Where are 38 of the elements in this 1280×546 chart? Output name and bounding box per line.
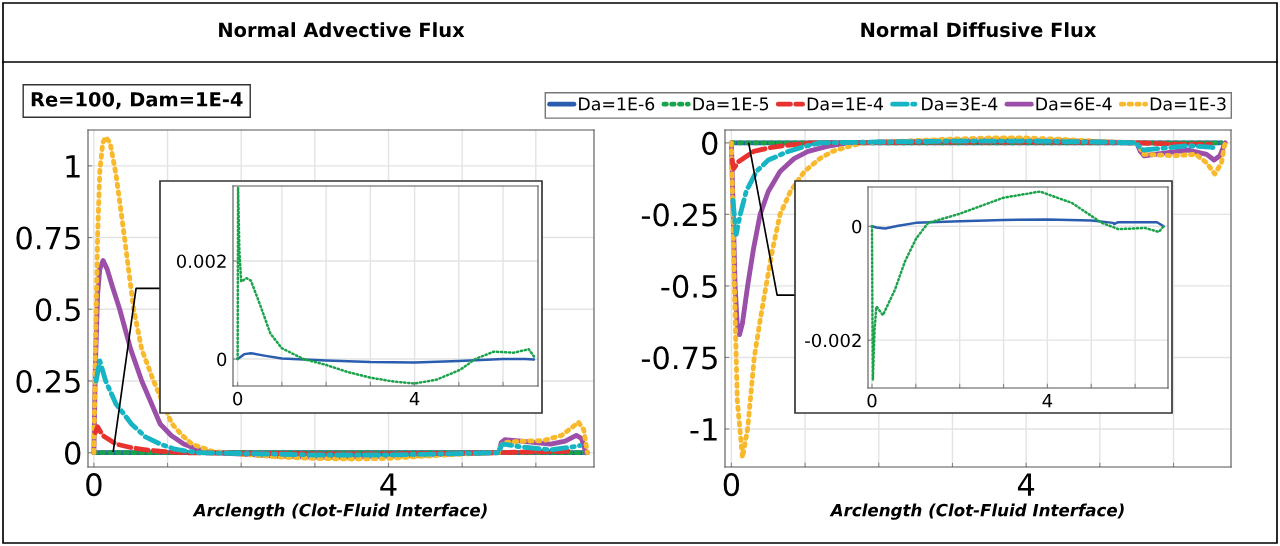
line-series [236,351,536,364]
legend-label: Da=1E-6 [579,97,655,111]
line-series [870,218,1165,230]
x-tick-label: 0 [233,391,243,406]
x-axis-title: Arclength (Clot-Fluid Interface) [192,503,487,520]
legend-label: Da=6E-4 [1036,97,1112,111]
y-tick-label: 0.25 [16,369,80,393]
legend-label: Da=1E-5 [693,97,769,111]
x-tick-label: 4 [409,392,420,406]
legend-label: Da=3E-4 [922,97,998,111]
y-tick-label: -0.75 [641,346,717,370]
legend-label: Da=1E-4 [807,97,883,111]
y-tick-label: -0.002 [805,333,861,348]
line-series [91,134,590,462]
y-tick-label: 0 [702,131,718,155]
y-tick-label: 0.002 [176,254,226,269]
y-tick-label: 0.5 [35,298,80,322]
text: Re=100, Dam=1E-4 [31,91,243,110]
chart-title: Normal Advective Flux [219,22,465,38]
y-tick-label: -1 [690,418,717,441]
line-series [870,190,1165,382]
x-tick-label: 0 [867,393,877,408]
legend-label: Da=1E-3 [1150,97,1226,111]
line-series [236,186,536,385]
x-tick-label: 0 [86,473,102,497]
y-tick-label: -0.25 [641,203,717,227]
x-tick-label: 4 [1042,394,1053,408]
y-tick-label: -0.5 [661,274,717,298]
x-tick-label: 4 [1017,473,1035,496]
line-series [729,139,1213,172]
x-tick-label: 4 [380,473,397,496]
line-series [728,135,1228,460]
y-tick-label: 1 [66,155,80,178]
y-tick-label: 0 [65,441,81,465]
x-axis-title: Arclength (Clot-Fluid Interface) [829,503,1124,520]
y-tick-label: 0.75 [16,226,80,250]
x-tick-label: 0 [723,473,740,497]
chart-title: Normal Diffusive Flux [861,22,1097,38]
